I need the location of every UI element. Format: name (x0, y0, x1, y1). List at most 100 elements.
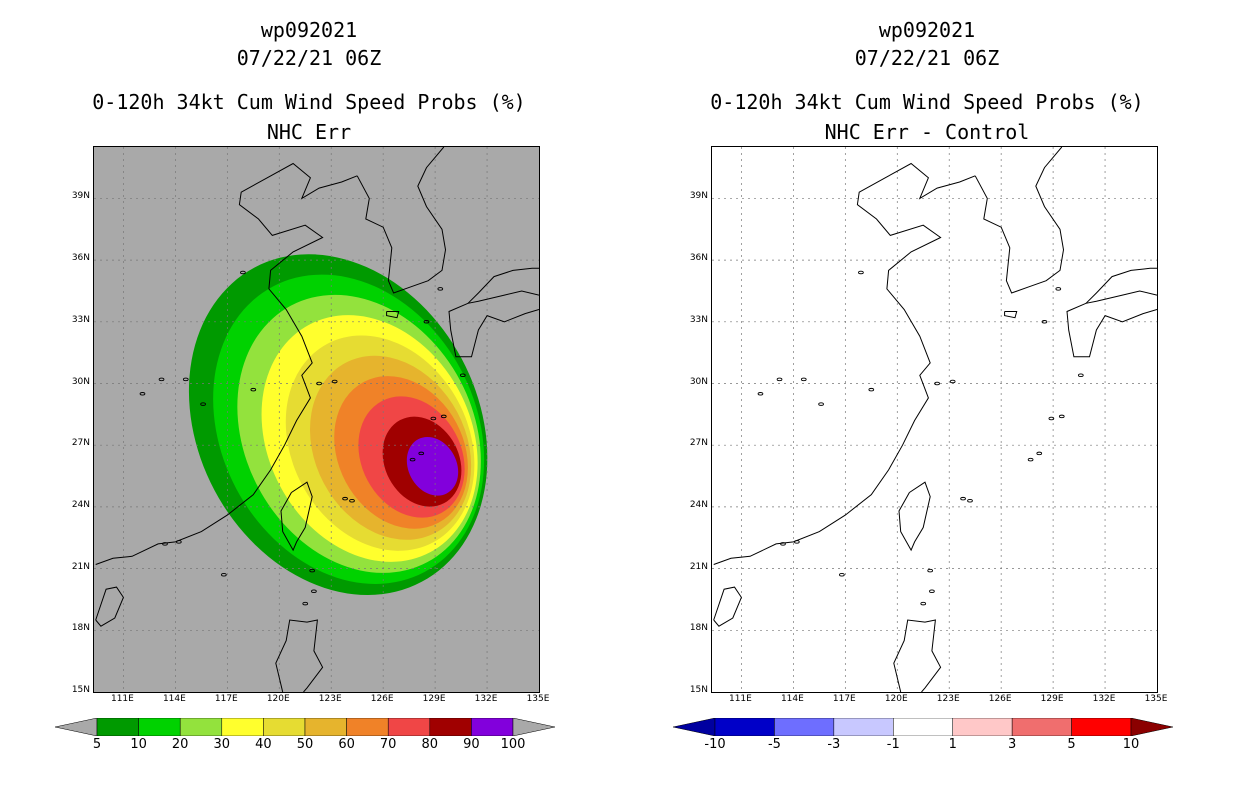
colorbar-swatch (346, 718, 389, 736)
lon-tick-label: 123E (936, 694, 960, 704)
colorbar-tick-label: 50 (296, 737, 314, 752)
lat-tick-label: 24N (689, 499, 708, 510)
left-storm-id: wp092021 (260, 18, 358, 42)
island (757, 392, 764, 396)
colorbar-over-arrow (512, 718, 555, 736)
colorbar-tick-label: 90 (463, 737, 480, 752)
colorbar-tick-label: 5 (92, 737, 102, 752)
island (240, 270, 246, 275)
lon-tick-label: 129E (1040, 694, 1064, 704)
lon-tick-label: 111E (728, 694, 752, 704)
colorbar-tick-label: 80 (421, 737, 439, 752)
lat-tick-label: 15N (71, 685, 90, 695)
island (949, 379, 956, 384)
right-subtitle: NHC Err - Control (824, 120, 1030, 144)
island (309, 568, 316, 573)
island (418, 451, 425, 456)
lon-tick-label: 123E (318, 694, 342, 704)
lon-tick-label: 117E (832, 694, 856, 704)
colorbar-swatch (263, 718, 306, 736)
colorbar-swatch (138, 718, 181, 736)
coastline (386, 311, 400, 319)
colorbar-tick-label: 5 (1067, 737, 1076, 752)
colorbar-tick-label: 3 (1008, 737, 1017, 752)
lat-tick-label: 33N (689, 314, 708, 325)
colorbar-tick-label: 40 (255, 737, 272, 752)
lat-tick-label: 27N (71, 438, 90, 449)
right-colorbar-canvas (673, 718, 1173, 736)
island (302, 601, 309, 606)
island (200, 402, 206, 406)
island (929, 589, 935, 593)
island (818, 402, 824, 406)
coastline (893, 619, 942, 692)
colorbar-swatch (221, 718, 264, 736)
left-datetime: 07/22/21 06Z (236, 46, 382, 70)
island (858, 270, 864, 275)
colorbar-tick-label: -5 (767, 737, 781, 752)
island (934, 381, 940, 386)
colorbar-swatch (714, 718, 775, 736)
left-map-canvas (94, 147, 539, 692)
colorbar-tick-label: 100 (500, 737, 526, 752)
colorbar-swatch (471, 718, 514, 736)
coastline (974, 147, 1065, 294)
probability-band-90 (406, 436, 459, 496)
island (868, 387, 875, 392)
island (793, 540, 800, 544)
island (780, 542, 786, 546)
lat-tick-label: 30N (689, 376, 708, 387)
island (1058, 414, 1065, 419)
right-panel: wp092021 07/22/21 06Z 0-120h 34kt Cum Wi… (618, 0, 1236, 800)
lat-tick-label: 39N (689, 191, 708, 202)
lat-tick-label: 21N (71, 561, 90, 572)
colorbar-swatch (96, 718, 139, 736)
map-background (712, 147, 1157, 692)
lon-tick-label: 120E (884, 694, 908, 704)
lon-tick-label: 129E (422, 694, 446, 704)
lon-tick-label: 120E (266, 694, 290, 704)
colorbar-over-arrow (1130, 718, 1173, 736)
lon-tick-label: 132E (474, 694, 498, 704)
left-colorbar-canvas (55, 718, 555, 736)
island (839, 573, 845, 577)
left-title: 0-120h 34kt Cum Wind Speed Probs (%) (92, 90, 526, 114)
coastlines (95, 147, 539, 692)
coastline (275, 619, 324, 692)
right-datetime: 07/22/21 06Z (854, 46, 1000, 70)
island (162, 542, 168, 546)
lon-tick-label: 132E (1092, 694, 1116, 704)
island (437, 287, 444, 291)
island (1036, 451, 1043, 456)
lon-tick-label: 135E (1144, 694, 1168, 704)
island (331, 379, 338, 384)
island (175, 540, 182, 544)
coastline (898, 481, 931, 552)
lon-tick-label: 126E (370, 694, 394, 704)
coastline (713, 162, 976, 565)
left-colorbar (55, 718, 555, 736)
lat-tick-label: 39N (71, 191, 90, 202)
colorbar-swatch (952, 718, 1013, 736)
colorbar-tick-label: -10 (704, 737, 726, 752)
lat-tick-label: 30N (71, 376, 90, 387)
colorbar-tick-label: 30 (213, 737, 231, 752)
lon-tick-label: 111E (110, 694, 134, 704)
coastline (95, 162, 358, 565)
probability-contours (188, 254, 488, 595)
left-probability-map (93, 146, 540, 693)
island (316, 381, 322, 386)
colorbar-tick-label: 60 (338, 737, 355, 752)
island (423, 320, 430, 324)
island (311, 589, 317, 593)
coastline (1085, 267, 1157, 304)
coastline (1004, 311, 1018, 319)
right-map-canvas (712, 147, 1157, 692)
colorbar-swatch (387, 718, 431, 736)
island (776, 377, 783, 382)
lon-tick-label: 114E (162, 694, 186, 704)
coastline (713, 586, 742, 627)
island (409, 457, 416, 462)
coastline (1066, 290, 1157, 358)
island (920, 601, 927, 606)
